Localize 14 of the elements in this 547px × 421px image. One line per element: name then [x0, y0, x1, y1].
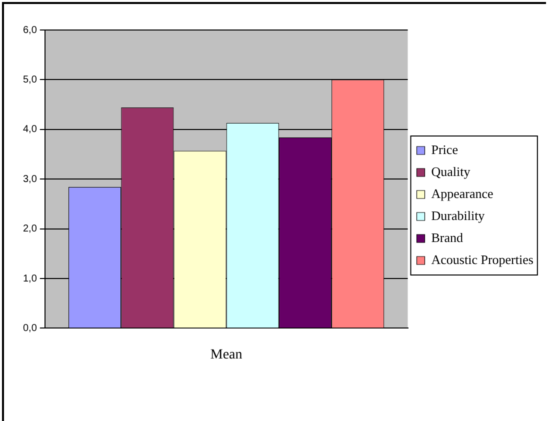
y-tick-label: 2,0	[22, 224, 38, 235]
legend-label: Quality	[431, 164, 471, 179]
y-tick-label: 0,0	[22, 322, 38, 334]
legend-label: Appearance	[431, 186, 494, 201]
y-tick-label: 6,0	[22, 24, 38, 36]
y-tick-label: 5,0	[22, 74, 38, 86]
y-tick-label: 3,0	[22, 174, 38, 185]
y-tick-label: 4,0	[22, 124, 38, 136]
legend-label: Durability	[431, 208, 486, 223]
legend-label: Acoustic Properties	[431, 252, 534, 267]
legend-label: Price	[431, 142, 458, 157]
legend-label: Brand	[431, 230, 464, 245]
y-tick-label: 1,0	[22, 273, 38, 284]
x-tick-label: Mean	[210, 347, 242, 362]
